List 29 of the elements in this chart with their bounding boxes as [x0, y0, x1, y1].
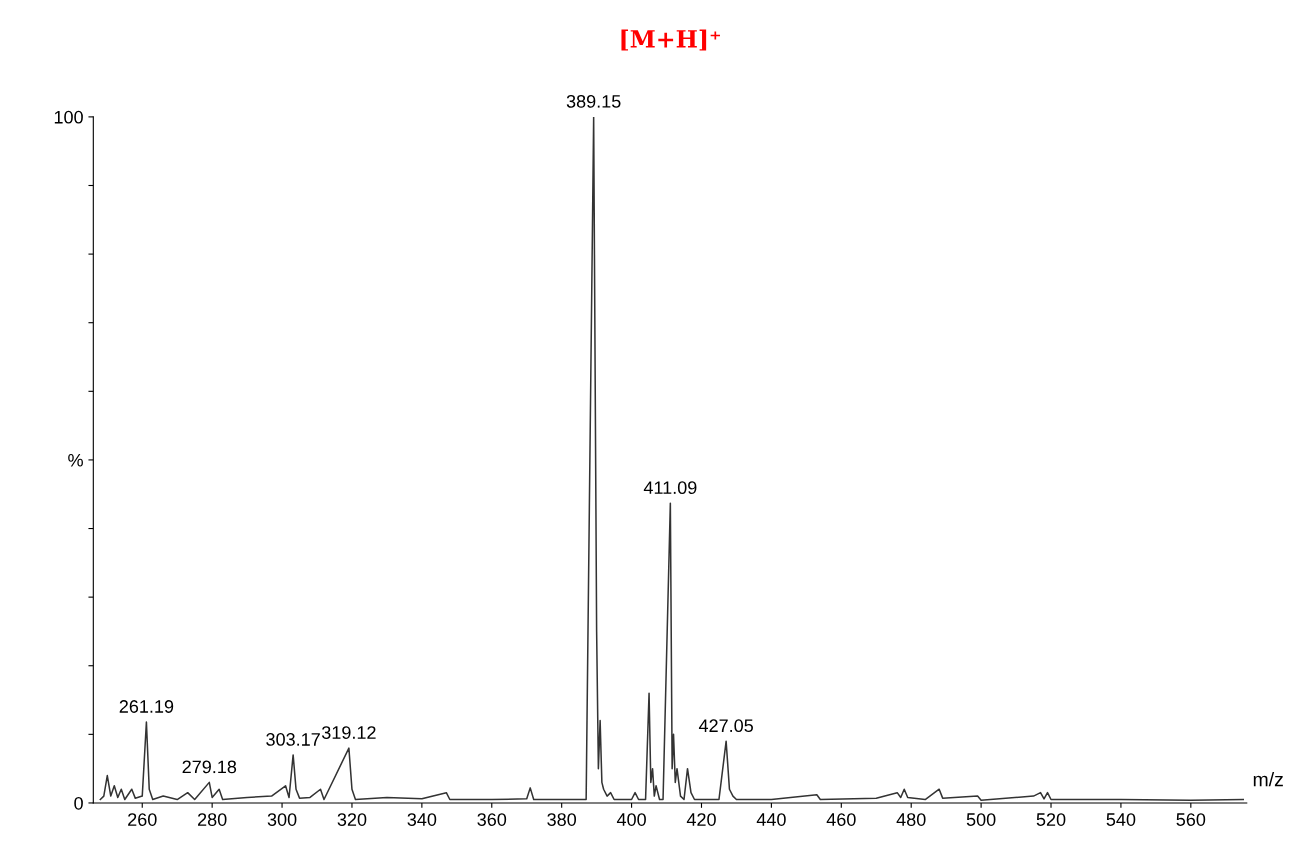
x-tick-label: 280 [198, 813, 227, 826]
annotation: 411.09 [643, 481, 697, 495]
annotation: 261.19 [119, 700, 174, 713]
x-tick-label: 500 [966, 813, 996, 826]
annotation: 389.15 [566, 94, 621, 108]
x-tick-label: 460 [826, 813, 856, 826]
y-tick-label: 100 [54, 110, 83, 124]
annotation: 319.12 [321, 726, 376, 739]
x-tick-label: 440 [756, 813, 786, 826]
x-tick-label: 400 [616, 813, 646, 826]
x-tick-label: 540 [1106, 813, 1136, 826]
x-tick-label: 320 [337, 813, 367, 826]
x-tick-label: 260 [128, 813, 157, 826]
x-tick-label: 520 [1036, 813, 1066, 826]
chart-title: [M+H]⁺ [621, 29, 720, 51]
annotation: 303.17 [266, 733, 320, 746]
x-tick-label: 480 [896, 813, 926, 826]
y-tick-label: 0 [74, 796, 83, 810]
x-tick-label: 560 [1176, 813, 1206, 826]
x-axis-title: m/z [1253, 772, 1283, 787]
x-tick-label: 300 [267, 813, 297, 826]
line-series [99, 116, 1245, 801]
x-tick-label: 340 [407, 813, 437, 826]
x-tick-label: 380 [547, 813, 577, 826]
x-tick-label: 420 [686, 813, 716, 826]
x-tick-label: 360 [477, 813, 507, 826]
y-tick-label: % [68, 453, 83, 467]
annotation: 279.18 [182, 760, 237, 774]
annotation: 427.05 [698, 719, 753, 733]
